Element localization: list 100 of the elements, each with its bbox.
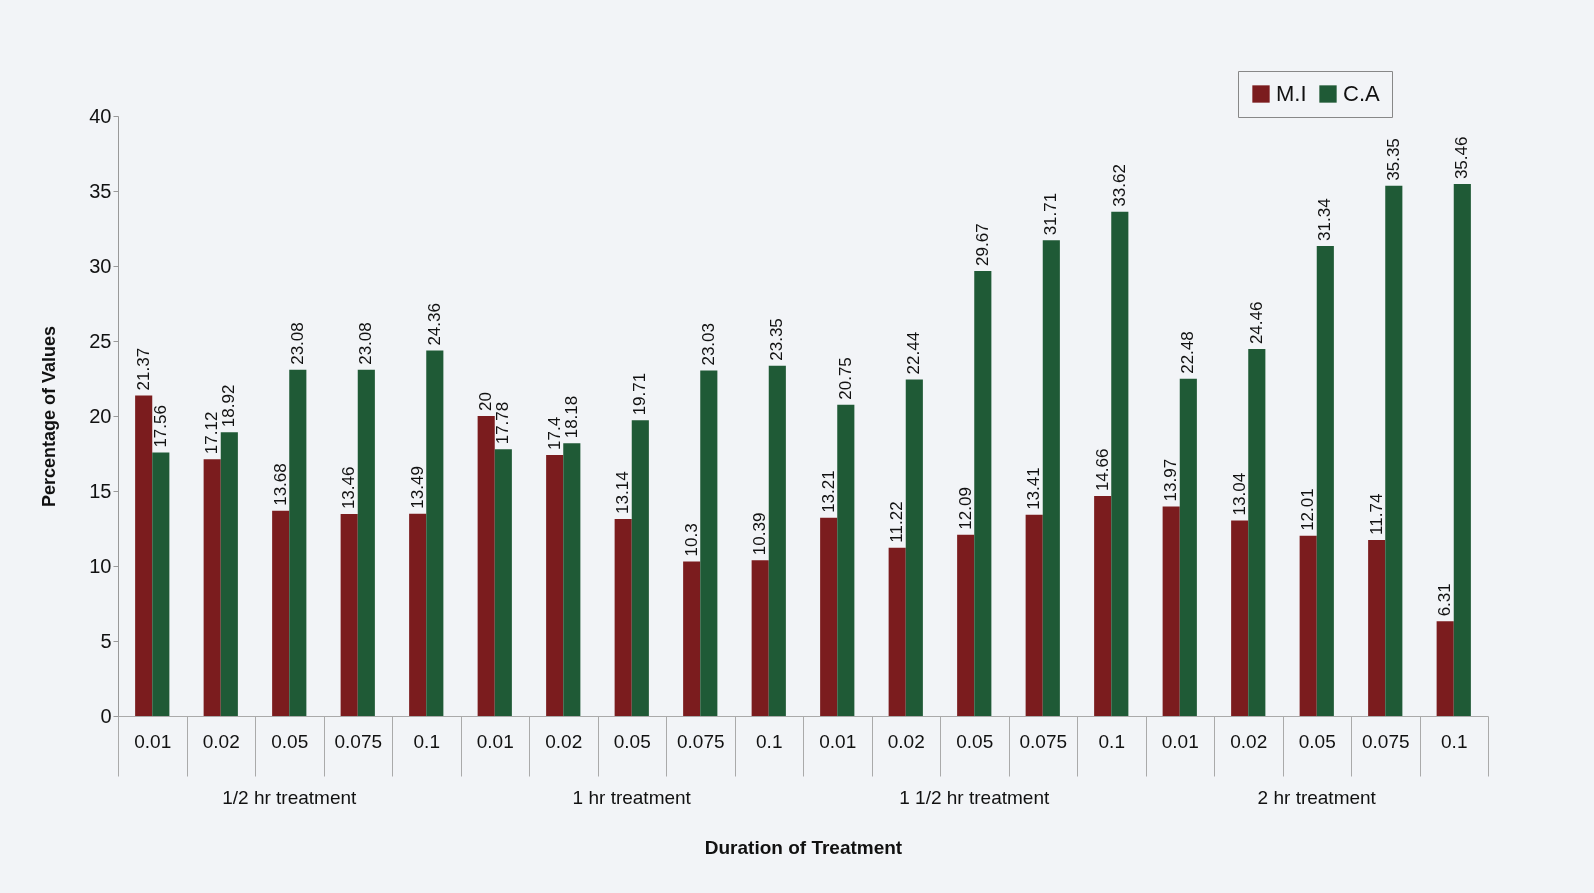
bar xyxy=(888,547,906,716)
data-label: 19.71 xyxy=(630,372,650,416)
data-label: 29.67 xyxy=(972,223,992,266)
bar xyxy=(477,416,495,716)
data-label: 13.46 xyxy=(339,466,359,510)
bar xyxy=(563,443,581,716)
data-label: 17.12 xyxy=(202,411,222,455)
x-tick-label: 0.02 xyxy=(887,730,925,752)
data-label: 17.56 xyxy=(150,405,170,448)
x-tick-label: 0.075 xyxy=(1019,730,1068,752)
x-tick-label: 0.02 xyxy=(545,730,583,752)
y-axis-title: Percentage of Values xyxy=(39,325,60,508)
bar xyxy=(340,514,358,716)
y-tick-label: 10 xyxy=(89,554,112,577)
data-label: 11.22 xyxy=(887,501,907,543)
data-label: 18.92 xyxy=(219,384,239,428)
y-tick-label: 15 xyxy=(89,479,112,502)
bar xyxy=(974,270,992,716)
data-label: 13.68 xyxy=(270,463,290,506)
x-tick-label: 0.01 xyxy=(134,730,172,752)
data-label: 20 xyxy=(476,392,496,411)
data-label: 13.14 xyxy=(613,471,633,514)
data-label: 14.66 xyxy=(1092,448,1112,492)
data-label: 20.75 xyxy=(835,357,855,400)
text: 1 1/2 hr treatment xyxy=(899,787,1050,808)
bar xyxy=(1436,621,1454,716)
bar xyxy=(1094,496,1112,716)
bar xyxy=(220,432,238,716)
bar xyxy=(631,420,649,716)
bar xyxy=(272,510,290,716)
x-tick-label: 0.05 xyxy=(956,730,994,752)
data-label: 12.09 xyxy=(955,487,975,530)
data-label: 10.3 xyxy=(681,523,701,557)
data-label: 13.49 xyxy=(407,466,427,509)
bar xyxy=(152,452,170,716)
bar xyxy=(837,404,855,716)
y-tick-label: 20 xyxy=(89,404,112,427)
text: 1/2 hr treatment xyxy=(222,787,358,808)
bar xyxy=(1025,514,1043,716)
data-label: 17.4 xyxy=(544,416,564,450)
x-tick-label: 0.05 xyxy=(271,730,309,752)
bar xyxy=(1368,539,1386,716)
data-label: 22.48 xyxy=(1178,331,1198,374)
x-tick-label: 0.01 xyxy=(1161,730,1199,752)
x-tick-label: 0.01 xyxy=(819,730,857,752)
data-label: 31.34 xyxy=(1315,198,1335,241)
bar xyxy=(905,379,923,716)
bar xyxy=(768,365,786,716)
x-tick-label: 0.075 xyxy=(676,730,725,752)
bar xyxy=(1299,535,1317,716)
bar xyxy=(1162,506,1180,716)
bar xyxy=(1316,245,1334,716)
bar xyxy=(135,395,153,716)
bar xyxy=(357,369,375,716)
bar xyxy=(751,560,769,716)
x-tick-label: 0.075 xyxy=(334,730,383,752)
bar xyxy=(203,459,221,716)
bar xyxy=(1385,185,1403,716)
x-tick-label: 0.1 xyxy=(756,730,783,752)
data-label: 35.46 xyxy=(1452,136,1472,180)
data-label: 22.44 xyxy=(904,331,924,375)
bar xyxy=(1042,240,1060,716)
bar xyxy=(289,369,307,716)
bar xyxy=(1111,211,1129,716)
data-label: 24.46 xyxy=(1246,301,1266,345)
data-label: 23.03 xyxy=(698,323,718,366)
bar xyxy=(546,455,564,716)
data-label: 24.36 xyxy=(424,303,444,346)
bar xyxy=(1248,349,1266,716)
data-label: 18.18 xyxy=(561,395,581,439)
x-tick-label: 0.05 xyxy=(1298,730,1336,752)
bar xyxy=(1179,378,1197,716)
y-tick-label: 0 xyxy=(100,704,112,727)
x-tick-label: 0.02 xyxy=(202,730,240,752)
data-label: 6.31 xyxy=(1435,583,1455,617)
data-label: 12.01 xyxy=(1298,488,1318,531)
x-tick-label: 0.1 xyxy=(413,730,440,752)
x-tick-label: 0.075 xyxy=(1361,730,1410,752)
x-tick-label: 0.1 xyxy=(1441,730,1468,752)
y-tick-label: 35 xyxy=(89,179,112,202)
bar xyxy=(820,517,838,716)
y-tick-label: 25 xyxy=(89,329,112,352)
legend-label: C.A xyxy=(1343,81,1380,106)
data-label: 13.21 xyxy=(818,470,838,513)
data-label: 17.78 xyxy=(493,401,513,445)
data-label: 10.39 xyxy=(750,512,770,556)
bar xyxy=(1231,520,1249,716)
data-label: 21.37 xyxy=(133,347,153,391)
data-label: 23.08 xyxy=(287,322,307,365)
data-label: 13.41 xyxy=(1024,467,1044,510)
data-label: 31.71 xyxy=(1041,192,1061,236)
x-tick-label: 0.01 xyxy=(476,730,514,752)
data-label: 13.97 xyxy=(1161,458,1181,502)
bar xyxy=(614,518,632,716)
x-axis-title: Duration of Treatment xyxy=(704,837,903,858)
text: 1 hr treatment xyxy=(572,787,692,808)
data-label: 11.74 xyxy=(1366,493,1386,535)
data-label: 35.35 xyxy=(1383,138,1403,181)
data-label: 13.04 xyxy=(1229,472,1249,516)
data-label: 33.62 xyxy=(1109,164,1129,207)
